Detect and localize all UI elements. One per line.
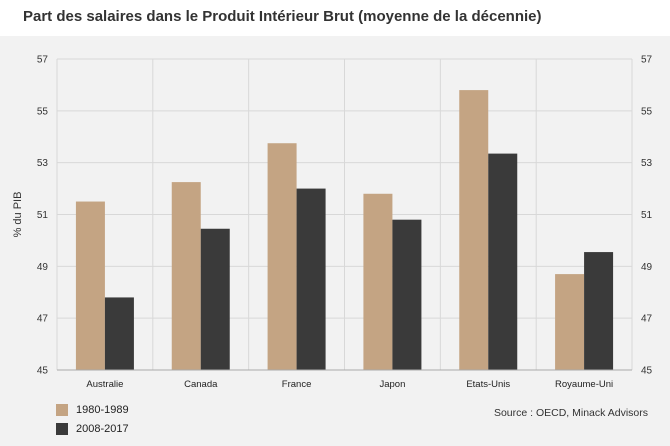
- legend-item-1: 1980-1989: [56, 400, 129, 419]
- y-tick-label-left: 47: [37, 314, 49, 325]
- bar-1980-4: [459, 90, 489, 370]
- y-axis-label: % du PIB: [12, 192, 24, 238]
- y-tick-label-right: 57: [641, 55, 653, 66]
- bar-1980-0: [75, 201, 105, 370]
- left-axis-ticks: 45 47 49 51 53 55 57: [37, 55, 49, 377]
- y-tick-label-right: 47: [641, 314, 653, 325]
- chart-background: [0, 36, 670, 446]
- y-tick-label-right: 49: [641, 262, 653, 273]
- bar-1980-1: [171, 182, 201, 370]
- x-axis-labels: Australie Canada France Japon Etats-Unis Roya…: [86, 379, 613, 390]
- source-note: Source : OECD, Minack Advisors: [493, 407, 648, 419]
- y-tick-label-left: 51: [37, 210, 49, 221]
- legend-item-2: 2008-2017: [56, 419, 129, 438]
- y-tick-label-left: 57: [37, 55, 49, 66]
- bar-2008-5: [584, 252, 614, 370]
- y-tick-label-right: 45: [641, 366, 653, 377]
- bar-2008-3: [392, 219, 422, 370]
- bar-2008-0: [104, 297, 134, 370]
- y-tick-label-right: 55: [641, 106, 653, 117]
- gridlines: [56, 58, 633, 371]
- x-tick-label: Canada: [184, 379, 218, 390]
- y-tick-label-left: 53: [37, 158, 49, 169]
- y-tick-label-right: 53: [641, 158, 653, 169]
- chart-title: Part des salaires dans le Produit Intéri…: [23, 8, 542, 25]
- bar-2008-4: [488, 153, 518, 370]
- legend-swatch-1980: [56, 403, 68, 416]
- bars: [75, 90, 614, 370]
- legend-label-2008: 2008-2017: [76, 422, 129, 435]
- y-tick-label-left: 49: [37, 262, 49, 273]
- bar-2008-1: [200, 228, 230, 370]
- bar-1980-2: [267, 143, 297, 370]
- bar-1980-3: [363, 193, 393, 370]
- bar-2008-2: [296, 188, 326, 370]
- legend-label-1980: 1980-1989: [76, 403, 129, 416]
- legend-swatch-2008: [56, 422, 68, 435]
- x-tick-label: Etats-Unis: [466, 379, 510, 390]
- x-tick-label: Australie: [86, 379, 123, 390]
- x-tick-label: Japon: [379, 379, 405, 390]
- legend: 1980-1989 2008-2017: [56, 400, 129, 438]
- right-axis-ticks: 45 47 49 51 53 55 57: [641, 55, 653, 377]
- y-tick-label-left: 45: [37, 366, 49, 377]
- bar-1980-5: [555, 274, 585, 370]
- y-tick-label-left: 55: [37, 106, 49, 117]
- x-tick-label: France: [282, 379, 312, 390]
- y-tick-label-right: 51: [641, 210, 653, 221]
- x-tick-label: Royaume-Uni: [555, 379, 613, 390]
